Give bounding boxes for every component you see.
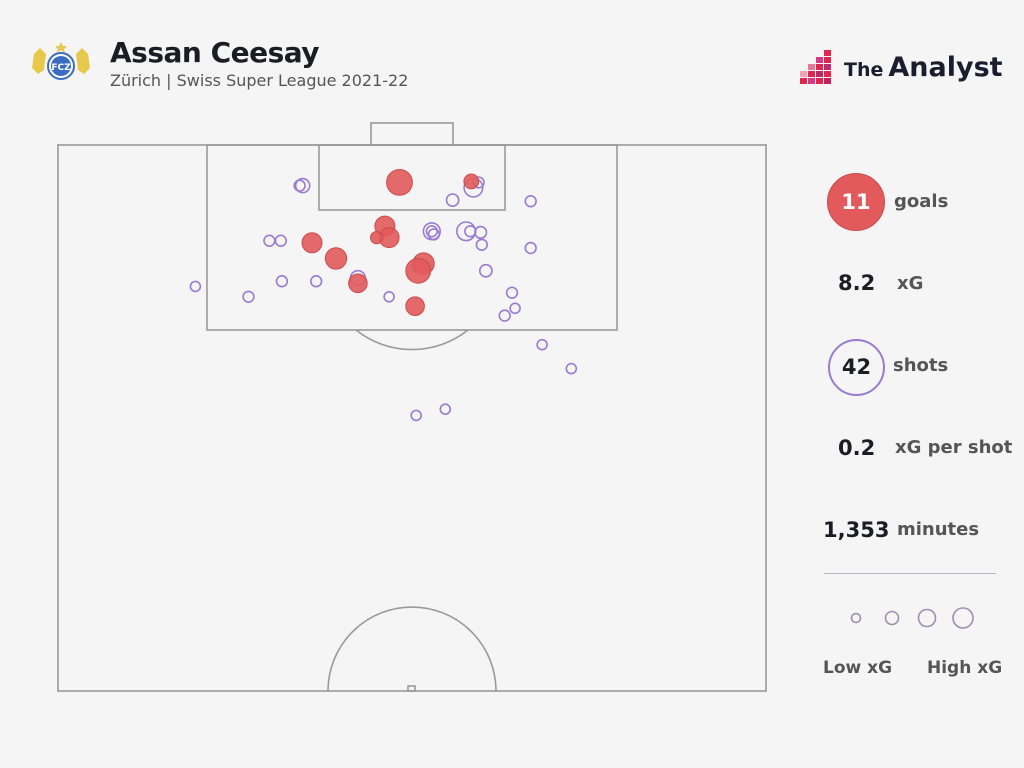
shot-marker xyxy=(293,179,306,192)
shot-marker xyxy=(445,193,460,207)
shot-marker xyxy=(524,241,537,255)
shot-marker xyxy=(427,228,441,241)
shot-marker xyxy=(524,195,537,208)
goals-label: goals xyxy=(894,191,949,212)
legend-low-label: Low xG xyxy=(823,658,893,678)
shot-marker xyxy=(464,225,477,238)
shot-marker xyxy=(242,290,255,303)
shot-marker xyxy=(456,221,477,242)
xg-per-shot-value: 0.2 xyxy=(838,436,876,460)
shot-marker xyxy=(274,234,287,247)
shot-marker xyxy=(509,302,521,315)
goal-marker xyxy=(386,169,413,196)
goals-value: 11 xyxy=(841,190,871,214)
shot-marker xyxy=(565,362,578,375)
shot-marker xyxy=(536,338,548,351)
shot-map xyxy=(57,122,767,692)
legend-circle-l xyxy=(952,607,974,629)
goals-layer xyxy=(301,169,480,317)
brand-the: The xyxy=(844,59,884,81)
shot-marker xyxy=(275,275,289,288)
shot-marker xyxy=(310,275,323,288)
goal-marker xyxy=(405,296,425,317)
goal-marker xyxy=(301,232,323,254)
shot-marker xyxy=(294,177,311,194)
divider xyxy=(824,573,996,574)
minutes-value: 1,353 xyxy=(823,518,890,542)
club-crest-logo: FCZ xyxy=(32,42,90,80)
xg-label: xG xyxy=(897,273,924,294)
brand-mark-icon xyxy=(800,50,831,84)
legend-circle-xs xyxy=(850,612,862,624)
goal-marker xyxy=(348,273,368,294)
subtitle: Zürich | Swiss Super League 2021-22 xyxy=(110,71,409,90)
minutes-label: minutes xyxy=(897,519,980,540)
brand-logo: The Analyst xyxy=(796,48,1008,90)
goal-marker xyxy=(405,257,432,284)
shots-value: 42 xyxy=(841,355,872,379)
goal-marker xyxy=(370,231,384,245)
goal xyxy=(370,122,454,146)
shot-marker xyxy=(478,263,493,278)
legend-circle-m xyxy=(917,608,937,628)
goal-marker xyxy=(463,173,480,190)
player-name: Assan Ceesay xyxy=(110,36,320,69)
penalty-arc xyxy=(355,329,469,351)
shots-label: shots xyxy=(893,355,949,376)
xg-value: 8.2 xyxy=(838,271,876,295)
shot-marker xyxy=(498,309,511,322)
brand-name: Analyst xyxy=(888,52,1003,83)
shot-marker xyxy=(475,238,488,252)
shot-marker xyxy=(425,225,438,238)
shots-layer xyxy=(189,176,578,422)
shots-circle: 42 xyxy=(828,339,885,396)
legend-high-label: High xG xyxy=(927,658,1003,678)
stats-panel: 11 goals 8.2 xG 42 shots 0.2 xG per shot… xyxy=(800,160,1024,720)
shot-marker xyxy=(439,403,452,416)
shot-marker xyxy=(263,234,276,247)
shot-marker xyxy=(505,286,519,299)
xg-size-legend xyxy=(850,607,974,629)
shot-marker xyxy=(189,280,202,293)
goals-circle: 11 xyxy=(827,173,885,231)
goal-marker xyxy=(324,247,348,270)
xg-per-shot-label: xG per shot xyxy=(895,437,1013,458)
shot-marker xyxy=(383,290,395,303)
shot-marker xyxy=(410,409,423,422)
shot-marker xyxy=(474,225,488,239)
centre-circle xyxy=(327,606,497,692)
legend-circle-s xyxy=(884,610,900,626)
centre-spot xyxy=(407,685,416,692)
crest-text: FCZ xyxy=(51,63,71,73)
header: FCZ Assan Ceesay Zürich | Swiss Super Le… xyxy=(0,0,1024,110)
